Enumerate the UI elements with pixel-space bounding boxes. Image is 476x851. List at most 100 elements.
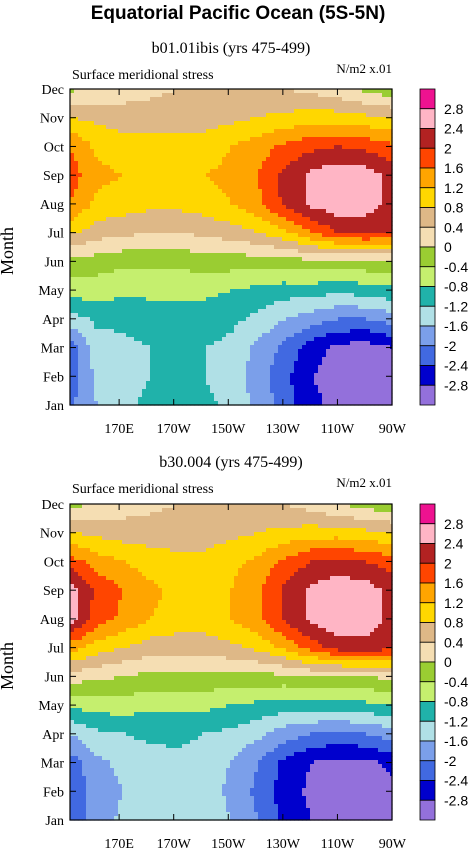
contour-cell <box>210 229 215 234</box>
contour-cell <box>198 261 203 266</box>
contour-cell <box>290 325 295 330</box>
contour-cell <box>94 117 99 122</box>
contour-cell <box>390 329 393 334</box>
contour-cell <box>130 173 135 178</box>
contour-cell <box>266 253 271 258</box>
contour-cell <box>358 297 363 302</box>
contour-cell <box>298 97 303 102</box>
contour-cell <box>378 237 383 242</box>
contour-cell <box>138 113 143 118</box>
contour-cell <box>238 141 243 146</box>
contour-cell <box>222 321 227 326</box>
contour-cell <box>374 125 379 130</box>
contour-cell <box>382 137 387 142</box>
contour-cell <box>226 125 231 130</box>
contour-cell <box>342 93 347 98</box>
contour-cell <box>210 89 215 94</box>
contour-cell <box>294 157 299 162</box>
contour-cell <box>298 253 303 258</box>
contour-cell <box>142 265 147 270</box>
contour-cell <box>286 245 291 250</box>
contour-cell <box>378 265 383 270</box>
contour-cell <box>138 121 143 126</box>
contour-cell <box>114 121 119 126</box>
contour-cell <box>298 329 303 334</box>
contour-cell <box>182 249 187 254</box>
contour-cell <box>334 193 339 198</box>
contour-cell <box>78 201 83 206</box>
contour-cell <box>266 93 271 98</box>
contour-cell <box>206 145 211 150</box>
contour-cell <box>194 177 199 182</box>
contour-cell <box>266 309 271 314</box>
contour-cell <box>262 297 267 302</box>
contour-cell <box>114 329 119 334</box>
contour-cell <box>210 129 215 134</box>
contour-cell <box>110 325 115 330</box>
contour-cell <box>386 253 391 258</box>
contour-cell <box>282 89 287 94</box>
contour-cell <box>110 297 115 302</box>
contour-cell <box>94 97 99 102</box>
contour-cell <box>306 181 311 186</box>
contour-cell <box>354 309 359 314</box>
contour-cell <box>314 173 319 178</box>
contour-cell <box>342 129 347 134</box>
contour-cell <box>74 273 79 278</box>
contour-cell <box>334 249 339 254</box>
contour-cell <box>154 89 159 94</box>
contour-cell <box>98 293 103 298</box>
contour-cell <box>278 197 283 202</box>
contour-cell <box>130 289 135 294</box>
contour-cell <box>330 173 335 178</box>
contour-cell <box>270 321 275 326</box>
contour-cell <box>198 129 203 134</box>
contour-cell <box>354 273 359 278</box>
contour-cell <box>358 245 363 250</box>
contour-cell <box>370 309 375 314</box>
contour-cell <box>342 273 347 278</box>
contour-cell <box>158 153 163 158</box>
contour-cell <box>170 329 175 334</box>
contour-cell <box>270 193 275 198</box>
contour-cell <box>258 225 263 230</box>
contour-cell <box>134 185 139 190</box>
contour-cell <box>154 121 159 126</box>
contour-cell <box>174 301 179 306</box>
contour-cell <box>102 241 107 246</box>
contour-cell <box>190 197 195 202</box>
contour-cell <box>302 281 307 286</box>
contour-cell <box>342 101 347 106</box>
contour-cell <box>282 297 287 302</box>
contour-cell <box>378 133 383 138</box>
contour-cell <box>118 329 123 334</box>
contour-cell <box>286 221 291 226</box>
contour-cell <box>114 205 119 210</box>
contour-cell <box>74 269 79 274</box>
contour-cell <box>158 89 163 94</box>
contour-cell <box>134 189 139 194</box>
contour-cell <box>222 229 227 234</box>
contour-cell <box>146 221 151 226</box>
contour-cell <box>94 101 99 106</box>
contour-cell <box>150 301 155 306</box>
contour-cell <box>86 101 91 106</box>
contour-cell <box>198 205 203 210</box>
contour-cell <box>326 169 331 174</box>
contour-cell <box>162 113 167 118</box>
contour-cell <box>230 241 235 246</box>
contour-cell <box>210 141 215 146</box>
contour-cell <box>302 269 307 274</box>
contour-cell <box>122 169 127 174</box>
contour-cell <box>214 161 219 166</box>
contour-cell <box>162 201 167 206</box>
contour-cell <box>202 109 207 114</box>
contour-cell <box>214 213 219 218</box>
contour-cell <box>234 137 239 142</box>
contour-cell <box>362 273 367 278</box>
contour-cell <box>382 201 387 206</box>
contour-cell <box>170 201 175 206</box>
contour-cell <box>106 297 111 302</box>
contour-cell <box>358 177 363 182</box>
contour-cell <box>78 253 83 258</box>
